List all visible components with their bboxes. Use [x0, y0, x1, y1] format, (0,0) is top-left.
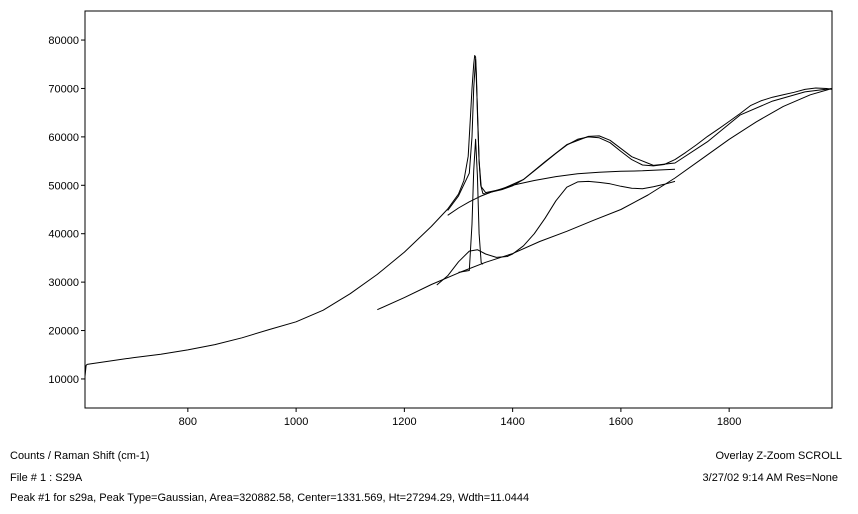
x-tick-label: 1400	[500, 416, 524, 428]
spectrum-chart: 10000 20000 30000 40000 50000 60000 70000 80000…	[48, 10, 833, 428]
axes-units-label: Counts / Raman Shift (cm-1)	[10, 450, 150, 462]
x-tick-label: 800	[179, 416, 197, 428]
x-axis: 800 1000 1200 1400 1600 1800	[179, 408, 741, 428]
peak-info: Peak #1 for s29a, Peak Type=Gaussian, Ar…	[10, 492, 530, 504]
x-tick-label: 1200	[392, 416, 416, 428]
x-tick-label: 1800	[717, 416, 741, 428]
y-tick-label: 10000	[48, 374, 79, 386]
y-tick-label: 80000	[48, 35, 79, 47]
date-label: 3/27/02 9:14 AM Res=None	[702, 472, 838, 484]
x-tick-label: 1000	[284, 416, 308, 428]
series-fit-envelope	[447, 58, 833, 211]
x-tick-label: 1600	[609, 416, 633, 428]
plot-area	[84, 10, 833, 409]
y-tick-label: 40000	[48, 229, 79, 241]
series-layer	[84, 55, 833, 377]
series-baseline	[377, 88, 833, 311]
y-axis: 10000 20000 30000 40000 50000 60000 70000 80000	[48, 35, 85, 386]
series-peak-sum	[436, 180, 676, 286]
y-tick-label: 20000	[48, 326, 79, 338]
y-tick-label: 30000	[48, 277, 79, 289]
file-label: File # 1 : S29A	[10, 472, 83, 484]
y-tick-label: 70000	[48, 83, 79, 95]
y-tick-label: 60000	[48, 132, 79, 144]
y-tick-label: 50000	[48, 180, 79, 192]
series-peak-1	[458, 138, 484, 273]
mode-label: Overlay Z-Zoom SCROLL	[715, 450, 842, 462]
